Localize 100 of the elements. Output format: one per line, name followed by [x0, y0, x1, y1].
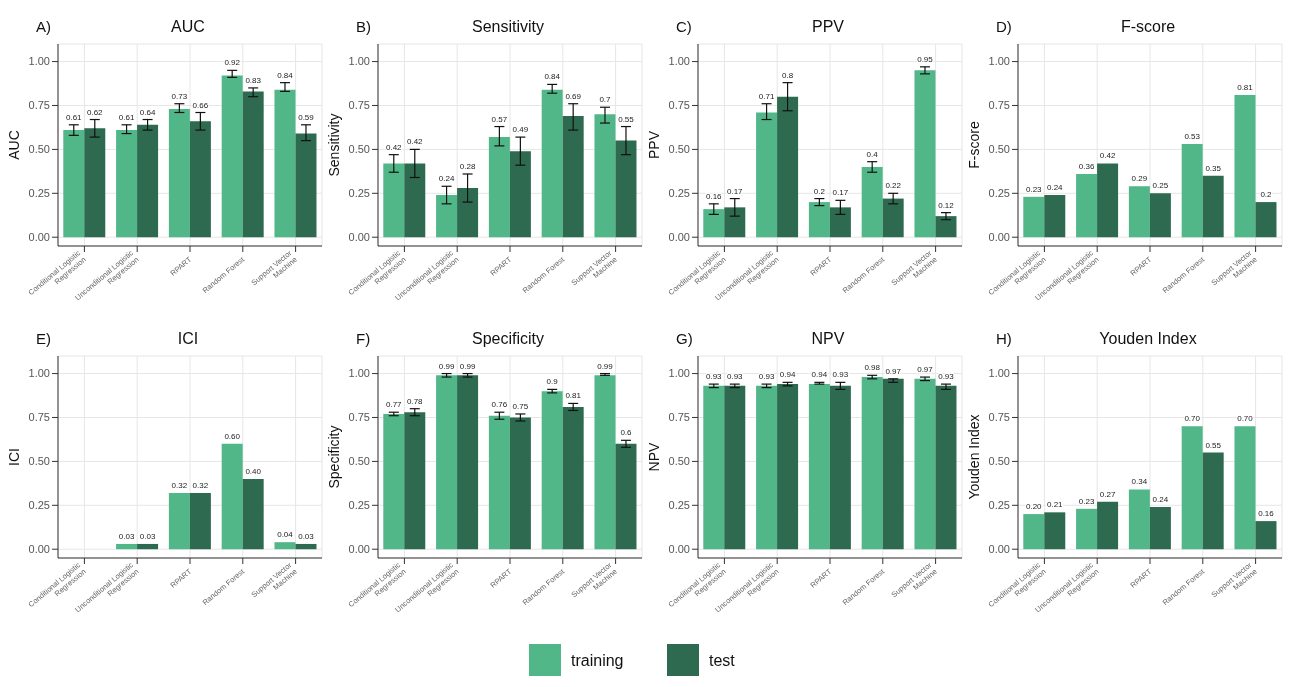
data-label: 0.03 — [139, 531, 156, 541]
bar — [457, 188, 479, 238]
data-label: 0.57 — [491, 114, 508, 124]
bar — [1128, 186, 1150, 238]
y-tick-label: 0.25 — [28, 187, 50, 200]
bar — [1181, 426, 1203, 550]
chart-title: PPV — [811, 18, 844, 35]
bar — [615, 140, 637, 238]
bar — [541, 89, 563, 238]
data-label: 0.81 — [565, 391, 582, 401]
text: A) — [36, 18, 51, 35]
data-label: 0.93 — [758, 372, 775, 382]
data-label: 0.49 — [512, 125, 529, 135]
y-tick-label: 0.25 — [668, 499, 690, 512]
bar — [562, 116, 584, 238]
y-tick-label: 0.75 — [988, 411, 1010, 424]
bar — [137, 124, 159, 238]
data-label: 0.12 — [938, 200, 955, 210]
data-label: 0.98 — [864, 363, 881, 373]
bar — [1128, 489, 1150, 550]
data-label: 0.24 — [438, 174, 455, 184]
data-label: 0.17 — [832, 188, 849, 198]
data-label: 0.29 — [1131, 174, 1148, 184]
y-tick-label: 0.25 — [348, 499, 370, 512]
bar — [594, 375, 616, 550]
y-tick-label: 1.00 — [348, 367, 370, 380]
bar — [1202, 175, 1224, 238]
data-label: 0.60 — [224, 431, 241, 441]
data-label: 0.77 — [385, 400, 403, 410]
data-label: 0.83 — [245, 75, 262, 85]
data-label: 0.6 — [620, 428, 633, 438]
bar — [1234, 94, 1256, 238]
y-tick-label: 0.25 — [668, 187, 690, 200]
bar — [436, 195, 458, 238]
chart-title: Youden Index — [1099, 330, 1197, 347]
data-label: 0.70 — [1237, 414, 1254, 424]
bar — [488, 137, 510, 238]
data-label: 0.73 — [171, 91, 188, 101]
data-label: 0.55 — [618, 114, 635, 124]
bar — [404, 412, 426, 550]
chart-title: AUC — [171, 18, 205, 35]
y-axis-title: NPV — [645, 441, 662, 472]
y-tick-label: 0.75 — [988, 99, 1010, 112]
y-tick-label: 0.50 — [668, 143, 690, 156]
legend-label: training — [571, 652, 624, 669]
data-label: 0.84 — [277, 70, 294, 80]
data-label: 0.59 — [298, 112, 315, 122]
data-label: 0.04 — [277, 530, 294, 540]
chart-title: Sensitivity — [471, 18, 545, 35]
y-tick-label: 0.75 — [668, 411, 690, 424]
bar — [882, 198, 904, 238]
bar — [935, 216, 957, 238]
bar — [137, 543, 159, 550]
chart-title: F-score — [1120, 18, 1176, 35]
bar — [383, 413, 405, 550]
bar — [829, 207, 851, 238]
bar — [274, 542, 296, 550]
bar — [861, 166, 883, 238]
data-label: 0.93 — [832, 370, 849, 380]
text: F) — [356, 330, 371, 347]
bar — [1044, 195, 1066, 238]
y-tick-label: 0.50 — [668, 455, 690, 468]
data-label: 0.2 — [813, 186, 826, 196]
y-axis-title: Specificity — [325, 425, 342, 489]
data-label: 0.93 — [938, 372, 955, 382]
y-tick-label: 0.00 — [348, 543, 370, 556]
legend-label: test — [709, 652, 736, 669]
text: C) — [676, 18, 692, 35]
y-tick-label: 0.75 — [28, 99, 50, 112]
data-label: 0.4 — [866, 149, 879, 159]
data-label: 0.92 — [224, 58, 241, 68]
y-tick-label: 1.00 — [988, 367, 1010, 380]
data-label: 0.95 — [917, 54, 934, 64]
y-tick-label: 0.50 — [988, 143, 1010, 156]
data-label: 0.20 — [1025, 502, 1043, 512]
bar — [1076, 508, 1098, 550]
bar — [168, 108, 190, 238]
data-label: 0.9 — [546, 377, 559, 387]
data-label: 0.64 — [139, 107, 156, 117]
y-tick-label: 1.00 — [988, 55, 1010, 68]
data-label: 0.42 — [385, 142, 403, 152]
bar — [1181, 144, 1203, 238]
bar — [274, 89, 296, 238]
data-label: 0.40 — [245, 466, 262, 476]
y-tick-label: 0.00 — [668, 231, 690, 244]
data-label: 0.75 — [512, 401, 529, 411]
bar — [1255, 202, 1277, 238]
bar — [1202, 452, 1224, 550]
bar — [488, 415, 510, 550]
y-tick-label: 1.00 — [28, 367, 50, 380]
data-label: 0.99 — [597, 361, 614, 371]
y-tick-label: 0.00 — [988, 543, 1010, 556]
data-label: 0.42 — [1099, 151, 1116, 161]
y-tick-label: 0.50 — [348, 455, 370, 468]
data-label: 0.55 — [1205, 440, 1222, 450]
data-label: 0.61 — [118, 112, 135, 122]
bar — [914, 70, 936, 238]
bar — [116, 543, 138, 550]
data-label: 0.24 — [1152, 495, 1169, 505]
data-label: 0.35 — [1205, 163, 1222, 173]
